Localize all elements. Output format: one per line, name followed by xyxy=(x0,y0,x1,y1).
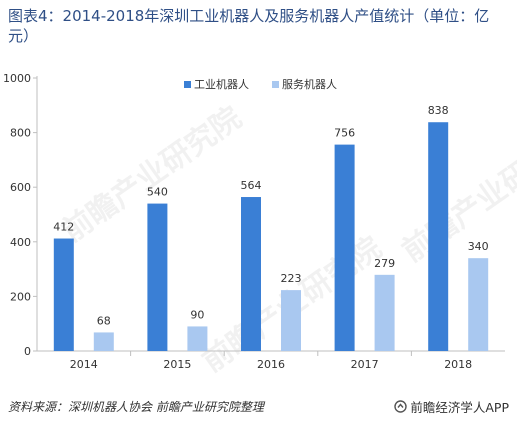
industrial-bar xyxy=(53,238,74,351)
data-label: 412 xyxy=(53,221,74,234)
data-label: 540 xyxy=(147,186,168,199)
data-label: 838 xyxy=(428,104,449,117)
x-tick-label: 2015 xyxy=(163,358,191,371)
service-bar xyxy=(281,290,301,351)
chart-title: 图表4：2014-2018年深圳工业机器人及服务机器人产值统计（单位：亿元） xyxy=(8,7,490,45)
service-bar xyxy=(93,332,114,351)
data-label: 340 xyxy=(468,240,489,253)
data-label: 68 xyxy=(97,314,111,327)
brand-label: 前瞻经济学人APP xyxy=(394,397,509,416)
y-tick-label: 0 xyxy=(24,345,31,358)
data-label: 564 xyxy=(241,179,262,192)
service-bar xyxy=(374,274,395,351)
y-tick-label: 600 xyxy=(10,181,31,194)
x-tick-label: 2017 xyxy=(351,358,379,371)
industrial-bar xyxy=(241,197,261,351)
data-label: 756 xyxy=(334,127,355,140)
y-tick-label: 800 xyxy=(10,127,31,140)
y-tick-label: 1000 xyxy=(3,72,31,85)
industrial-bar xyxy=(428,122,449,351)
brand-text: 前瞻经济学人APP xyxy=(410,400,509,415)
legend-label-industrial: 工业机器人 xyxy=(194,77,249,91)
x-tick-label: 2018 xyxy=(444,358,472,371)
y-tick-label: 400 xyxy=(10,236,31,249)
x-tick-label: 2016 xyxy=(257,358,285,371)
service-bar xyxy=(187,326,208,351)
legend-swatch-industrial xyxy=(184,81,191,88)
legend-label-service: 服务机器人 xyxy=(282,77,337,91)
industrial-bar xyxy=(334,144,355,351)
y-tick-label: 200 xyxy=(10,290,31,303)
industrial-bar xyxy=(147,203,168,351)
service-bar xyxy=(468,258,489,351)
data-label: 279 xyxy=(374,257,395,270)
brand-logo-icon xyxy=(394,400,408,413)
data-label: 223 xyxy=(281,272,302,285)
legend-swatch-service xyxy=(272,81,279,88)
source-note: 资料来源：深圳机器人协会 前瞻产业研究院整理 xyxy=(8,400,264,414)
data-label: 90 xyxy=(190,308,204,321)
x-tick-label: 2014 xyxy=(70,358,98,371)
